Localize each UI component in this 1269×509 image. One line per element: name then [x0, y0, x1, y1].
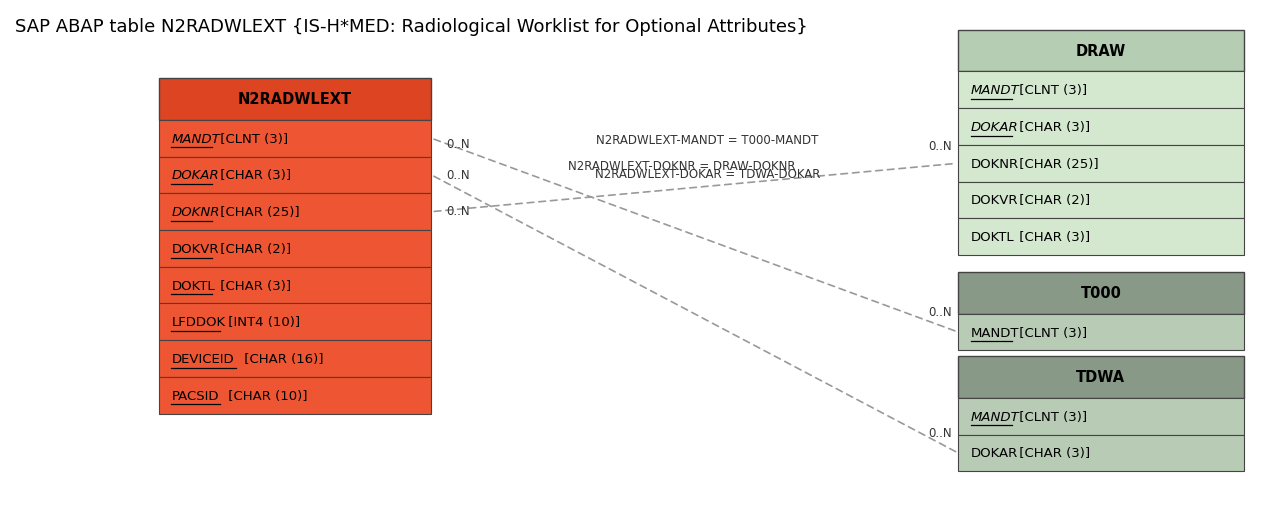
- Text: [CLNT (3)]: [CLNT (3)]: [1015, 410, 1088, 423]
- Text: [CHAR (2)]: [CHAR (2)]: [1015, 194, 1090, 207]
- Text: [CHAR (16)]: [CHAR (16)]: [240, 352, 324, 365]
- Text: DEVICEID: DEVICEID: [171, 352, 233, 365]
- Text: [CLNT (3)]: [CLNT (3)]: [1015, 326, 1088, 339]
- Text: 0..N: 0..N: [447, 169, 471, 182]
- Bar: [958, 272, 1244, 314]
- Bar: [159, 121, 431, 157]
- Bar: [958, 31, 1244, 72]
- Text: 0..N: 0..N: [928, 139, 952, 153]
- Text: DOKTL: DOKTL: [171, 279, 214, 292]
- Text: N2RADWLEXT: N2RADWLEXT: [239, 92, 352, 107]
- Bar: [159, 231, 431, 267]
- Bar: [159, 79, 431, 121]
- Bar: [958, 435, 1244, 471]
- Text: MANDT: MANDT: [171, 132, 220, 146]
- Text: MANDT: MANDT: [971, 410, 1019, 423]
- Text: DOKAR: DOKAR: [971, 446, 1018, 460]
- Bar: [958, 72, 1244, 109]
- Bar: [958, 109, 1244, 146]
- Text: MANDT: MANDT: [971, 326, 1019, 339]
- Bar: [159, 377, 431, 414]
- Text: LFDDOK: LFDDOK: [171, 316, 226, 329]
- Text: [CHAR (2)]: [CHAR (2)]: [216, 242, 291, 256]
- Text: [CHAR (3)]: [CHAR (3)]: [1015, 446, 1090, 460]
- Bar: [958, 146, 1244, 182]
- Text: [CHAR (3)]: [CHAR (3)]: [216, 279, 291, 292]
- Bar: [958, 356, 1244, 398]
- Bar: [159, 341, 431, 377]
- Text: 0..N: 0..N: [447, 137, 471, 151]
- Text: DOKTL: DOKTL: [971, 231, 1014, 244]
- Text: 0..N: 0..N: [928, 426, 952, 439]
- Text: [CHAR (10)]: [CHAR (10)]: [223, 389, 307, 402]
- Text: T000: T000: [1080, 286, 1122, 301]
- Bar: [958, 219, 1244, 256]
- Bar: [159, 267, 431, 304]
- Text: DOKNR: DOKNR: [171, 206, 220, 219]
- Text: TDWA: TDWA: [1076, 370, 1126, 385]
- Text: DOKVR: DOKVR: [971, 194, 1018, 207]
- Text: N2RADWLEXT-DOKAR = TDWA-DOKAR: N2RADWLEXT-DOKAR = TDWA-DOKAR: [595, 167, 820, 180]
- Bar: [159, 157, 431, 194]
- Bar: [159, 304, 431, 341]
- Text: SAP ABAP table N2RADWLEXT {IS-H*MED: Radiological Worklist for Optional Attribut: SAP ABAP table N2RADWLEXT {IS-H*MED: Rad…: [15, 18, 808, 36]
- Text: [CLNT (3)]: [CLNT (3)]: [1015, 84, 1088, 97]
- Text: DOKAR: DOKAR: [171, 169, 220, 182]
- Text: [CHAR (3)]: [CHAR (3)]: [216, 169, 291, 182]
- Text: MANDT: MANDT: [971, 84, 1019, 97]
- Bar: [958, 314, 1244, 351]
- Bar: [958, 398, 1244, 435]
- Text: PACSID: PACSID: [171, 389, 218, 402]
- Text: 0..N: 0..N: [447, 205, 471, 218]
- Text: [CHAR (3)]: [CHAR (3)]: [1015, 231, 1090, 244]
- Text: [CHAR (3)]: [CHAR (3)]: [1015, 121, 1090, 134]
- Text: [CHAR (25)]: [CHAR (25)]: [1015, 157, 1099, 171]
- Text: N2RADWLEXT-DOKNR = DRAW-DOKNR: N2RADWLEXT-DOKNR = DRAW-DOKNR: [569, 160, 796, 173]
- Text: [CHAR (25)]: [CHAR (25)]: [216, 206, 299, 219]
- Text: 0..N: 0..N: [928, 305, 952, 319]
- Bar: [159, 194, 431, 231]
- Text: [INT4 (10)]: [INT4 (10)]: [223, 316, 299, 329]
- Bar: [958, 182, 1244, 219]
- Text: [CLNT (3)]: [CLNT (3)]: [216, 132, 288, 146]
- Text: N2RADWLEXT-MANDT = T000-MANDT: N2RADWLEXT-MANDT = T000-MANDT: [596, 134, 819, 147]
- Text: DOKAR: DOKAR: [971, 121, 1019, 134]
- Text: DRAW: DRAW: [1076, 44, 1126, 59]
- Text: DOKVR: DOKVR: [171, 242, 218, 256]
- Text: DOKNR: DOKNR: [971, 157, 1019, 171]
